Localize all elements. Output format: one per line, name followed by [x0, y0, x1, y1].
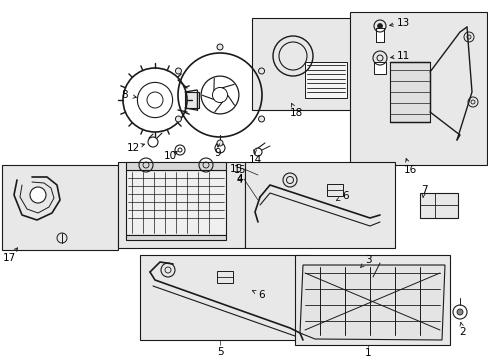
Text: 6: 6 — [258, 290, 265, 300]
Circle shape — [456, 309, 462, 315]
Bar — [251, 18, 354, 110]
Bar — [118, 162, 244, 248]
Bar — [2, 165, 118, 250]
Bar — [349, 12, 486, 165]
Text: 2: 2 — [459, 327, 466, 337]
Bar — [126, 170, 225, 235]
Bar — [294, 255, 449, 345]
Circle shape — [377, 23, 382, 28]
Circle shape — [258, 68, 264, 74]
Circle shape — [217, 140, 223, 146]
Text: 4: 4 — [236, 174, 243, 184]
Bar — [375, 28, 383, 42]
Circle shape — [30, 187, 46, 203]
Bar — [373, 62, 385, 74]
Bar — [389, 62, 429, 122]
Circle shape — [258, 116, 264, 122]
Text: 7: 7 — [420, 185, 427, 195]
Text: 13: 13 — [396, 18, 409, 28]
Text: 12: 12 — [126, 143, 140, 153]
Bar — [244, 162, 394, 248]
Text: 9: 9 — [214, 148, 221, 158]
Bar — [305, 62, 346, 98]
Text: 16: 16 — [403, 165, 416, 175]
Text: 15: 15 — [229, 164, 243, 174]
Text: 3: 3 — [364, 255, 370, 265]
Circle shape — [217, 44, 223, 50]
Text: 5: 5 — [216, 347, 223, 357]
Text: 8: 8 — [122, 90, 128, 100]
Text: 10: 10 — [163, 151, 176, 161]
Bar — [126, 162, 225, 170]
Bar — [126, 235, 225, 240]
Text: 4: 4 — [237, 175, 243, 185]
Text: 11: 11 — [396, 51, 409, 61]
Text: 6: 6 — [342, 191, 348, 201]
Bar — [184, 92, 199, 108]
Circle shape — [175, 68, 181, 74]
Bar — [419, 193, 457, 218]
Text: 15: 15 — [233, 165, 245, 175]
Text: 17: 17 — [2, 253, 16, 263]
Bar — [326, 184, 342, 196]
Bar — [217, 271, 232, 283]
Circle shape — [175, 116, 181, 122]
Bar — [140, 255, 309, 340]
Text: 1: 1 — [364, 348, 370, 358]
Text: 14: 14 — [248, 155, 261, 165]
Polygon shape — [299, 265, 444, 340]
Text: 18: 18 — [289, 108, 302, 118]
